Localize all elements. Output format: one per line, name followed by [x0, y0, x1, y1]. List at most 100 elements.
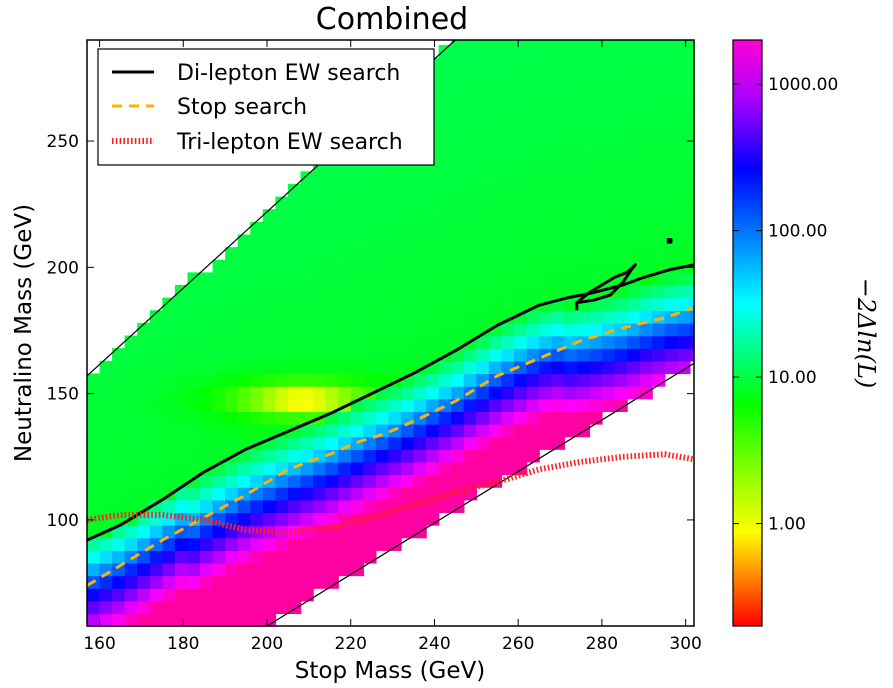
- heatmap-cell: [551, 183, 565, 198]
- heatmap-cell: [250, 600, 264, 615]
- heatmap-cell: [162, 600, 176, 615]
- heatmap-cell: [275, 285, 289, 299]
- heatmap-cell: [614, 196, 628, 210]
- x-tick-label: 280: [586, 634, 618, 654]
- heatmap-cell: [438, 386, 452, 400]
- heatmap-cell: [338, 335, 352, 349]
- heatmap-cell: [652, 183, 666, 198]
- heatmap-cell: [614, 310, 628, 324]
- heatmap-cell: [564, 411, 578, 425]
- heatmap-cell: [325, 562, 339, 577]
- heatmap-cell: [551, 40, 565, 46]
- heatmap-cell: [451, 45, 465, 59]
- heatmap-cell: [275, 474, 289, 488]
- heatmap-cell: [677, 285, 691, 299]
- heatmap-cell: [689, 335, 695, 349]
- heatmap-cell: [513, 436, 528, 450]
- heatmap-cell: [463, 158, 478, 173]
- heatmap-cell: [300, 259, 314, 274]
- heatmap-cell: [225, 575, 239, 589]
- heatmap-cell: [627, 133, 641, 147]
- heatmap-cell: [438, 95, 452, 109]
- heatmap-cell: [539, 40, 553, 46]
- heatmap-cell: [112, 436, 126, 450]
- heatmap-cell: [262, 373, 277, 387]
- heatmap-cell: [187, 461, 201, 476]
- heatmap-cell: [564, 183, 578, 198]
- heatmap-cell: [564, 221, 578, 236]
- heatmap-cell: [225, 436, 239, 450]
- heatmap-cell: [576, 158, 591, 173]
- heatmap-cell: [526, 171, 540, 185]
- heatmap-cell: [212, 310, 226, 324]
- heatmap-cell: [451, 297, 465, 311]
- heatmap-cell: [576, 82, 591, 97]
- heatmap-cell: [526, 360, 540, 375]
- heatmap-cell: [363, 537, 377, 551]
- heatmap-cell: [451, 133, 465, 147]
- heatmap-cell: [639, 285, 653, 299]
- heatmap-cell: [262, 411, 277, 425]
- heatmap-cell: [438, 474, 452, 488]
- heatmap-cell: [627, 247, 641, 261]
- heatmap-cell: [652, 360, 666, 375]
- heatmap-cell: [275, 398, 289, 412]
- heatmap-cell: [614, 247, 628, 261]
- heatmap-cell: [363, 487, 377, 501]
- heatmap-cell: [212, 373, 226, 387]
- heatmap-cell: [174, 613, 189, 627]
- heatmap-cell: [87, 562, 101, 577]
- heatmap-cell: [476, 436, 490, 450]
- heatmap-cell: [501, 436, 515, 450]
- heatmap-cell: [627, 158, 641, 173]
- heatmap-cell: [639, 221, 653, 236]
- heatmap-cell: [526, 108, 540, 122]
- y-tick-label: 200: [47, 258, 79, 278]
- heatmap-cell: [539, 285, 553, 299]
- heatmap-cell: [87, 449, 101, 463]
- heatmap-cell: [677, 348, 691, 362]
- heatmap-cell: [187, 322, 201, 337]
- heatmap-cell: [149, 411, 164, 425]
- heatmap-cell: [614, 45, 628, 59]
- heatmap-cell: [275, 449, 289, 463]
- heatmap-cell: [187, 411, 201, 425]
- heatmap-cell: [426, 310, 440, 324]
- heatmap-cell: [551, 209, 565, 223]
- heatmap-cell: [325, 512, 339, 526]
- heatmap-cell: [124, 360, 138, 375]
- heatmap-cell: [513, 234, 528, 248]
- heatmap-cell: [601, 70, 616, 84]
- heatmap-cell: [438, 196, 452, 210]
- heatmap-cell: [250, 575, 264, 589]
- heatmap-cell: [513, 297, 528, 311]
- heatmap-cell: [564, 57, 578, 72]
- heatmap-cell: [639, 234, 653, 248]
- heatmap-cell: [225, 398, 239, 412]
- heatmap-cell: [212, 423, 226, 438]
- heatmap-cell: [664, 322, 678, 337]
- heatmap-cell: [664, 133, 678, 147]
- heatmap-cell: [438, 133, 452, 147]
- heatmap-cell: [652, 209, 666, 223]
- heatmap-cell: [225, 322, 239, 337]
- heatmap-cell: [576, 272, 591, 286]
- heatmap-cell: [564, 348, 578, 362]
- heatmap-cell: [513, 285, 528, 299]
- heatmap-cell: [463, 146, 478, 160]
- heatmap-cell: [350, 171, 364, 185]
- heatmap-cell: [451, 310, 465, 324]
- heatmap-cell: [652, 45, 666, 59]
- heatmap-cell: [149, 562, 164, 577]
- heatmap-cell: [539, 146, 553, 160]
- heatmap-cell: [325, 183, 339, 198]
- heatmap-cell: [677, 146, 691, 160]
- heatmap-cell: [275, 411, 289, 425]
- heatmap-cell: [476, 133, 490, 147]
- heatmap-cell: [451, 209, 465, 223]
- heatmap-cell: [300, 550, 314, 564]
- heatmap-cell: [174, 550, 189, 564]
- heatmap-cell: [99, 600, 113, 615]
- heatmap-cell: [325, 575, 339, 589]
- heatmap-cell: [174, 449, 189, 463]
